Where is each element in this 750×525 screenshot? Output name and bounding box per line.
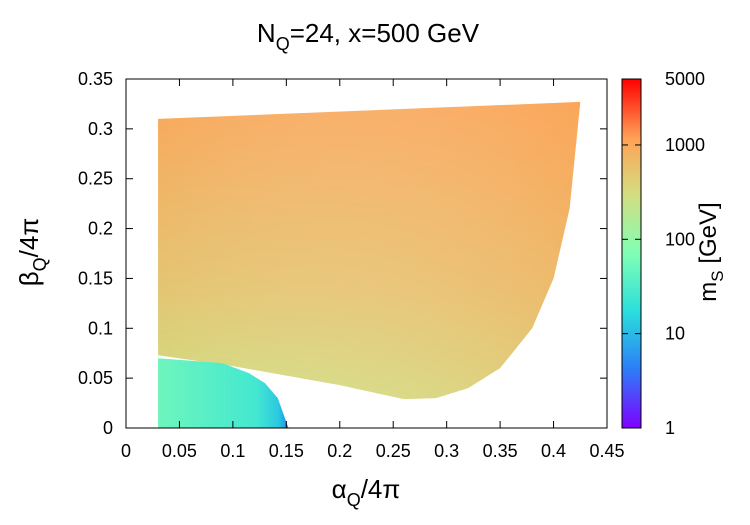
y-tick-label: 0 (103, 418, 113, 438)
x-tick-label: 0.3 (434, 441, 459, 461)
lower-heatmap-region (158, 358, 289, 428)
x-tick-label: 0.35 (483, 441, 518, 461)
heatmap-regions (158, 101, 581, 428)
colorbar-tick-label: 1000 (665, 135, 705, 155)
colorbar-tick-label: 10 (665, 324, 685, 344)
colorbar-gradient (621, 78, 642, 429)
x-axis-label: αQ/4π (332, 474, 401, 510)
colorbar-label: mS [GeV] (695, 202, 727, 301)
y-tick-label: 0.1 (88, 318, 113, 338)
x-tick-label: 0.2 (327, 441, 352, 461)
colorbar: 1 10 100 1000 5000 (621, 69, 705, 438)
y-tick-label: 0.35 (78, 69, 113, 89)
colorbar-tick-label: 5000 (665, 69, 705, 89)
y-axis-label: βQ/4π (14, 218, 50, 287)
colorbar-tick-label: 1 (665, 418, 675, 438)
colorbar-tick-label: 100 (665, 229, 695, 249)
x-tick-label: 0.45 (589, 441, 624, 461)
y-tick-label: 0.05 (78, 368, 113, 388)
chart-title: NQ=24, x=500 GeV (257, 18, 480, 54)
y-tick-label: 0.3 (88, 119, 113, 139)
y-tick-label: 0.15 (78, 268, 113, 288)
plot-area: 0 0.05 0.1 0.15 0.2 0.25 0.3 0.35 0.4 0.45 00.050… (78, 69, 625, 461)
x-tick-label: 0.4 (541, 441, 566, 461)
x-tick-label: 0.1 (220, 441, 245, 461)
plot-frame (125, 78, 608, 429)
y-axis-ticks: 0 0.05 0.1 0.15 0.2 0.25 0.3 0.35 (78, 69, 607, 438)
upper-heatmap-shading (158, 101, 581, 400)
colorbar-ticks: 1 10 100 1000 5000 (622, 69, 705, 438)
y-tick-label: 0.25 (78, 169, 113, 189)
x-tick-label: 0.25 (376, 441, 411, 461)
x-tick-label: 0.15 (269, 441, 304, 461)
title-subscript: Q (276, 34, 290, 54)
y-tick-label: 0.2 (88, 219, 113, 239)
x-tick-label: 0.05 (162, 441, 197, 461)
x-axis-ticks: 0 0.05 0.1 0.15 0.2 0.25 0.3 0.35 0.4 0.45 (121, 79, 625, 461)
x-tick-label: 0 (121, 441, 131, 461)
